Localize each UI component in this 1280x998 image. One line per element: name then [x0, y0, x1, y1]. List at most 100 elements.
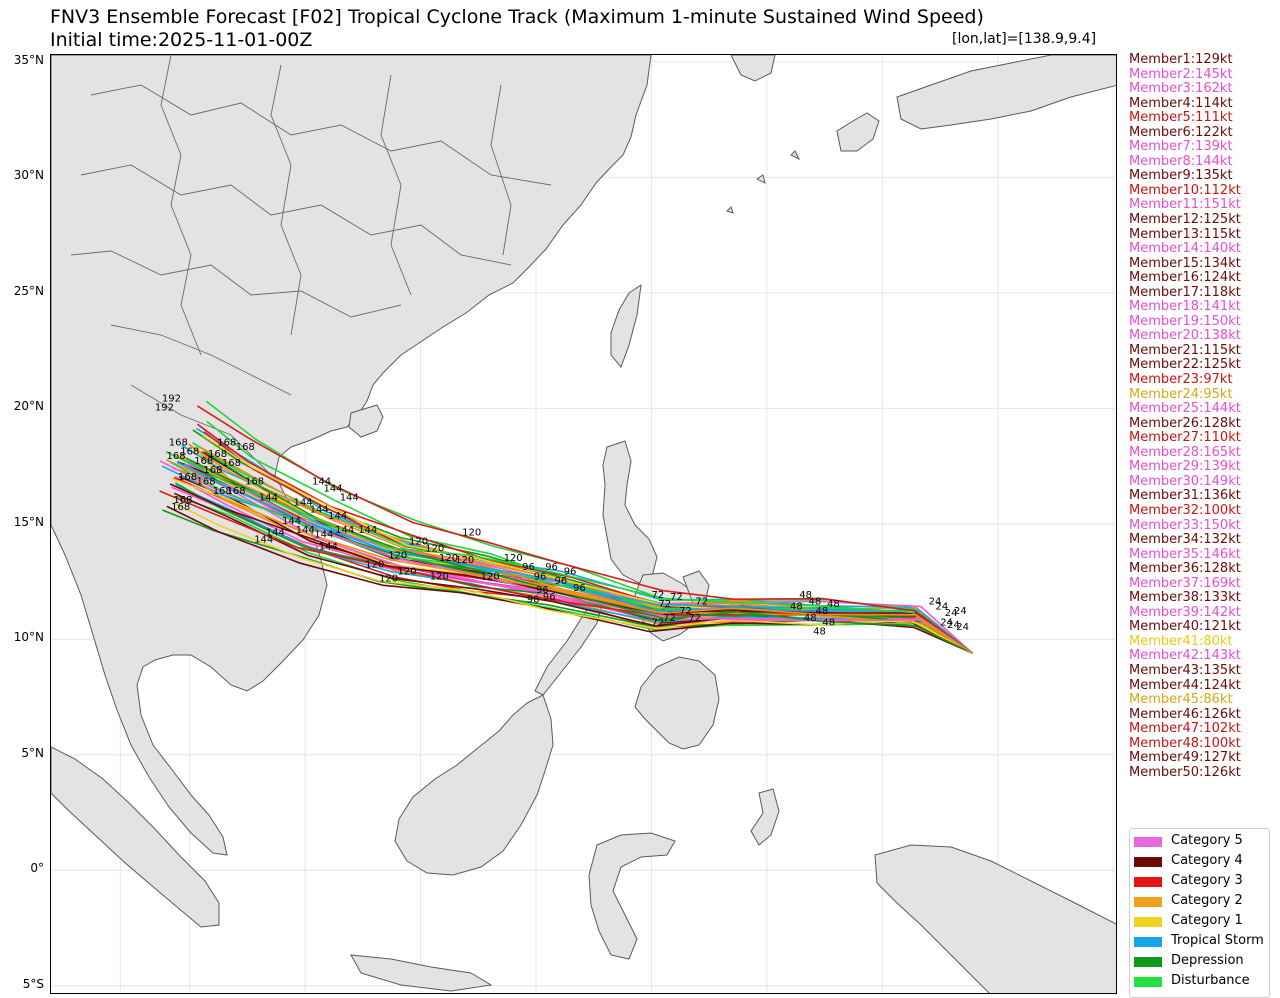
forecast-hour-label: 48 — [822, 618, 835, 629]
forecast-hour-label: 120 — [439, 553, 458, 564]
forecast-hour-label: 168 — [217, 437, 236, 448]
latitude-tick-label: 5°N — [21, 745, 44, 760]
forecast-hour-label: 168 — [167, 451, 186, 462]
forecast-hour-label: 144 — [266, 527, 285, 538]
forecast-hour-label: 48 — [813, 627, 826, 638]
forecast-hour-label: 96 — [543, 592, 556, 603]
legend-swatch — [1134, 857, 1162, 867]
latitude-tick-label: 10°N — [13, 630, 44, 645]
forecast-hour-label: 168 — [194, 456, 213, 467]
member-intensity-item: Member34:132kt — [1129, 532, 1241, 548]
member-intensity-item: Member29:139kt — [1129, 459, 1241, 475]
forecast-hour-label: 96 — [555, 576, 568, 587]
legend-swatch — [1134, 877, 1162, 887]
land-halmahera — [750, 788, 780, 846]
forecast-hour-label: 168 — [227, 486, 246, 497]
ensemble-track — [176, 461, 973, 654]
forecast-hour-label: 24 — [954, 606, 967, 617]
legend-label: Depression — [1171, 953, 1244, 968]
legend-entry: Category 5 — [1130, 832, 1271, 852]
forecast-hour-label: 72 — [663, 613, 676, 624]
member-intensity-item: Member42:143kt — [1129, 648, 1241, 664]
cursor-lonlat-readout: [lon,lat]=[138.9,9.4] — [952, 31, 1097, 47]
forecast-hour-label: 120 — [409, 537, 428, 548]
land-korea — [730, 55, 776, 82]
forecast-hour-label: 120 — [504, 553, 523, 564]
forecast-hour-label: 192 — [162, 393, 181, 404]
forecast-hour-label: 48 — [827, 599, 840, 610]
land-mainland-asia — [51, 55, 652, 856]
member-intensity-item: Member9:135kt — [1129, 168, 1233, 184]
member-intensity-item: Member38:133kt — [1129, 590, 1241, 606]
legend-entry: Category 3 — [1130, 872, 1271, 892]
forecast-hour-label: 72 — [658, 599, 671, 610]
intensity-legend: Category 5 Category 4 Category 3 Category 2… — [1129, 828, 1270, 998]
land-masses — [51, 55, 1116, 993]
forecast-hour-label: 144 — [294, 497, 313, 508]
member-intensity-item: Member4:114kt — [1129, 95, 1233, 111]
forecast-hour-label: 144 — [259, 493, 278, 504]
member-intensity-item: Member48:100kt — [1129, 735, 1241, 751]
latitude-tick-label: 0° — [30, 861, 44, 876]
land-borneo — [394, 694, 554, 876]
forecast-hour-label: 168 — [171, 502, 190, 513]
ensemble-track — [169, 483, 973, 654]
forecast-hour-label: 48 — [804, 613, 817, 624]
member-intensity-item: Member8:144kt — [1129, 153, 1233, 169]
forecast-hour-label: 96 — [573, 583, 586, 594]
member-intensity-item: Member50:126kt — [1129, 764, 1241, 780]
forecast-hour-label: 96 — [527, 594, 540, 605]
forecast-hour-label: 120 — [425, 544, 444, 555]
legend-label: Tropical Storm — [1171, 933, 1264, 948]
forecast-hour-label: 48 — [790, 601, 803, 612]
member-intensity-item: Member31:136kt — [1129, 488, 1241, 504]
land-new-guinea — [874, 844, 1116, 993]
member-intensity-item: Member43:135kt — [1129, 662, 1241, 678]
forecast-hour-label: 168 — [245, 477, 264, 488]
latitude-tick-label: 30°N — [13, 168, 44, 183]
ensemble-track — [170, 461, 973, 654]
legend-label: Category 5 — [1171, 833, 1243, 848]
forecast-hour-label: 168 — [169, 437, 188, 448]
map-panel[interactable]: 24 24 24 24 24 24 24 48 48 48 48 48 48 48 48 72 72 72 72 72… — [50, 54, 1117, 994]
legend-entry: Category 2 — [1130, 892, 1271, 912]
member-intensity-item: Member7:139kt — [1129, 139, 1233, 155]
forecast-tracks — [159, 400, 974, 654]
latitude-tick-label: 20°N — [13, 399, 44, 414]
member-intensity-item: Member20:138kt — [1129, 328, 1241, 344]
latitude-tick-label: 25°N — [13, 283, 44, 298]
land-ryukyu-1 — [726, 206, 734, 214]
forecast-hour-label: 120 — [388, 551, 407, 562]
member-intensity-item: Member13:115kt — [1129, 226, 1241, 242]
forecast-hour-label: 168 — [236, 442, 255, 453]
land-ryukyu-3 — [790, 150, 801, 161]
member-intensity-item: Member5:111kt — [1129, 110, 1233, 126]
member-intensity-item: Member14:140kt — [1129, 241, 1241, 257]
member-intensity-item: Member49:127kt — [1129, 750, 1241, 766]
member-intensity-item: Member12:125kt — [1129, 212, 1241, 228]
member-intensity-item: Member40:121kt — [1129, 619, 1241, 635]
forecast-hour-label: 144 — [254, 534, 273, 545]
member-intensity-item: Member3:162kt — [1129, 81, 1233, 97]
legend-entry: Category 1 — [1130, 912, 1271, 932]
forecast-hour-label: 24 — [929, 597, 942, 608]
forecast-hour-label: 72 — [688, 613, 701, 624]
forecast-hour-label: 120 — [462, 527, 481, 538]
forecast-hour-label: 72 — [652, 590, 665, 601]
legend-entry: Tropical Storm — [1130, 932, 1271, 952]
forecast-hour-label: 48 — [799, 590, 812, 601]
land-hainan — [348, 404, 384, 438]
legend-entry: Disturbance — [1130, 972, 1271, 992]
legend-swatch — [1134, 917, 1162, 927]
ensemble-track — [196, 405, 973, 654]
legend-swatch — [1134, 837, 1162, 847]
member-intensity-item: Member28:165kt — [1129, 444, 1241, 460]
ensemble-track — [179, 469, 973, 654]
ensemble-track — [199, 446, 973, 654]
forecast-hour-label: 168 — [208, 449, 227, 460]
member-intensity-item: Member2:145kt — [1129, 66, 1233, 82]
forecast-hour-label: 72 — [652, 618, 665, 629]
forecast-hour-label: 120 — [365, 560, 384, 571]
